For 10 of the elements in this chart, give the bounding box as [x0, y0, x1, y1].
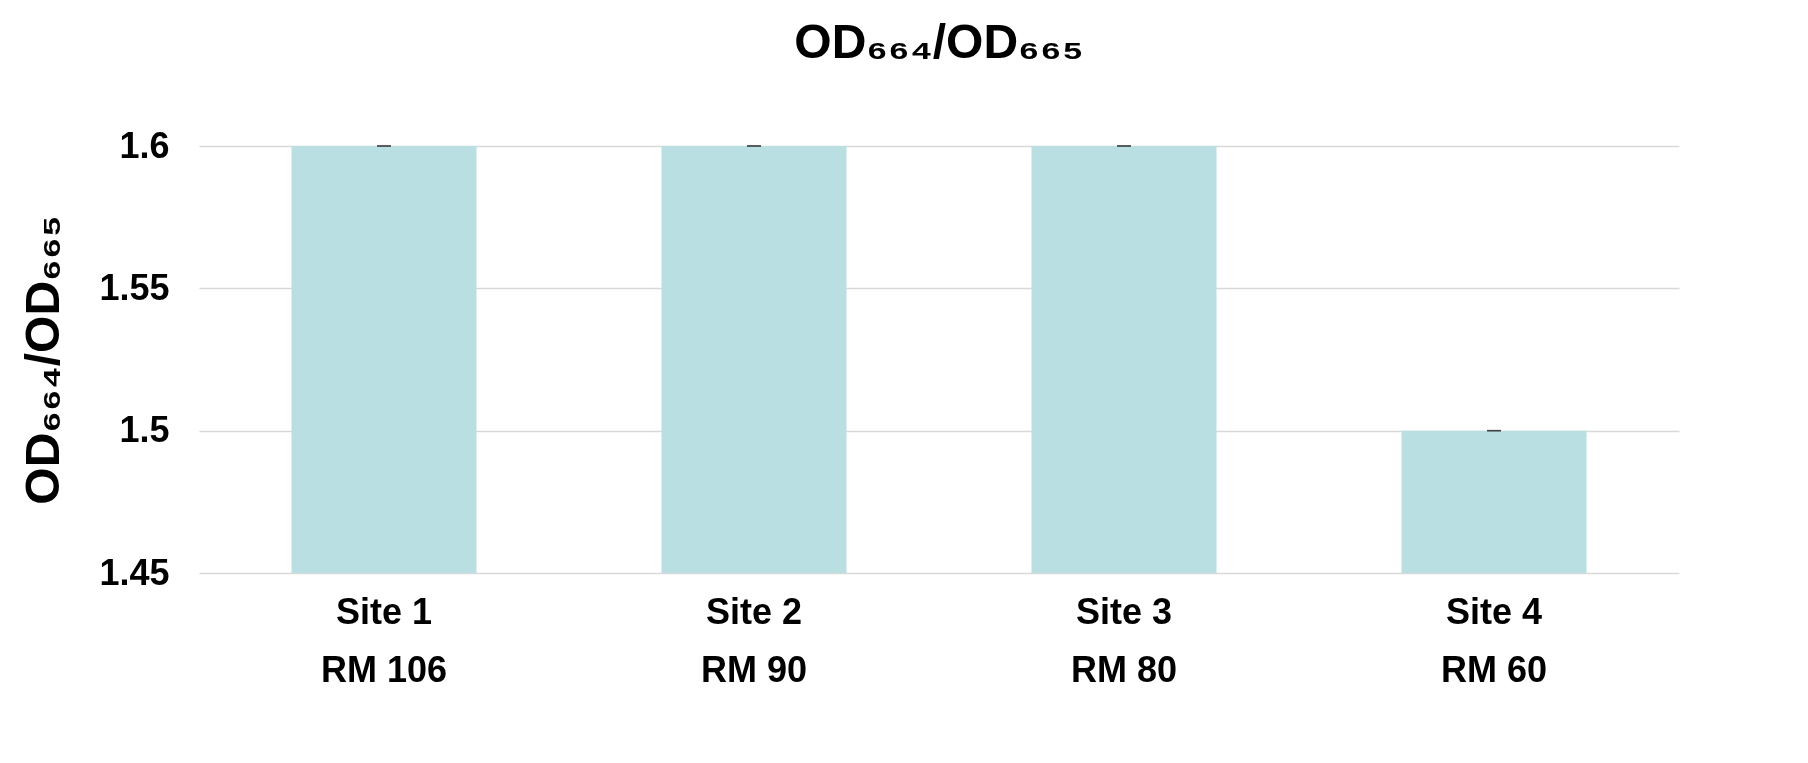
x-tick-label: Site 1 RM 106	[320, 590, 448, 690]
x-tick-label: Site 3 RM 80	[1070, 590, 1178, 690]
y-tick-label: 1.6	[119, 124, 170, 166]
y-axis-title: OD₆₆₄/OD₆₆₅	[16, 215, 70, 505]
y-tick-label: 1.55	[99, 266, 170, 308]
x-tick-label: Site 2 RM 90	[700, 590, 808, 690]
y-tick-label: 1.45	[99, 551, 170, 593]
x-tick-label: Site 4 RM 60	[1440, 590, 1548, 690]
y-tick-label: 1.5	[119, 409, 170, 451]
chart-title: OD₆₆₄/OD₆₆₅	[794, 15, 1084, 68]
